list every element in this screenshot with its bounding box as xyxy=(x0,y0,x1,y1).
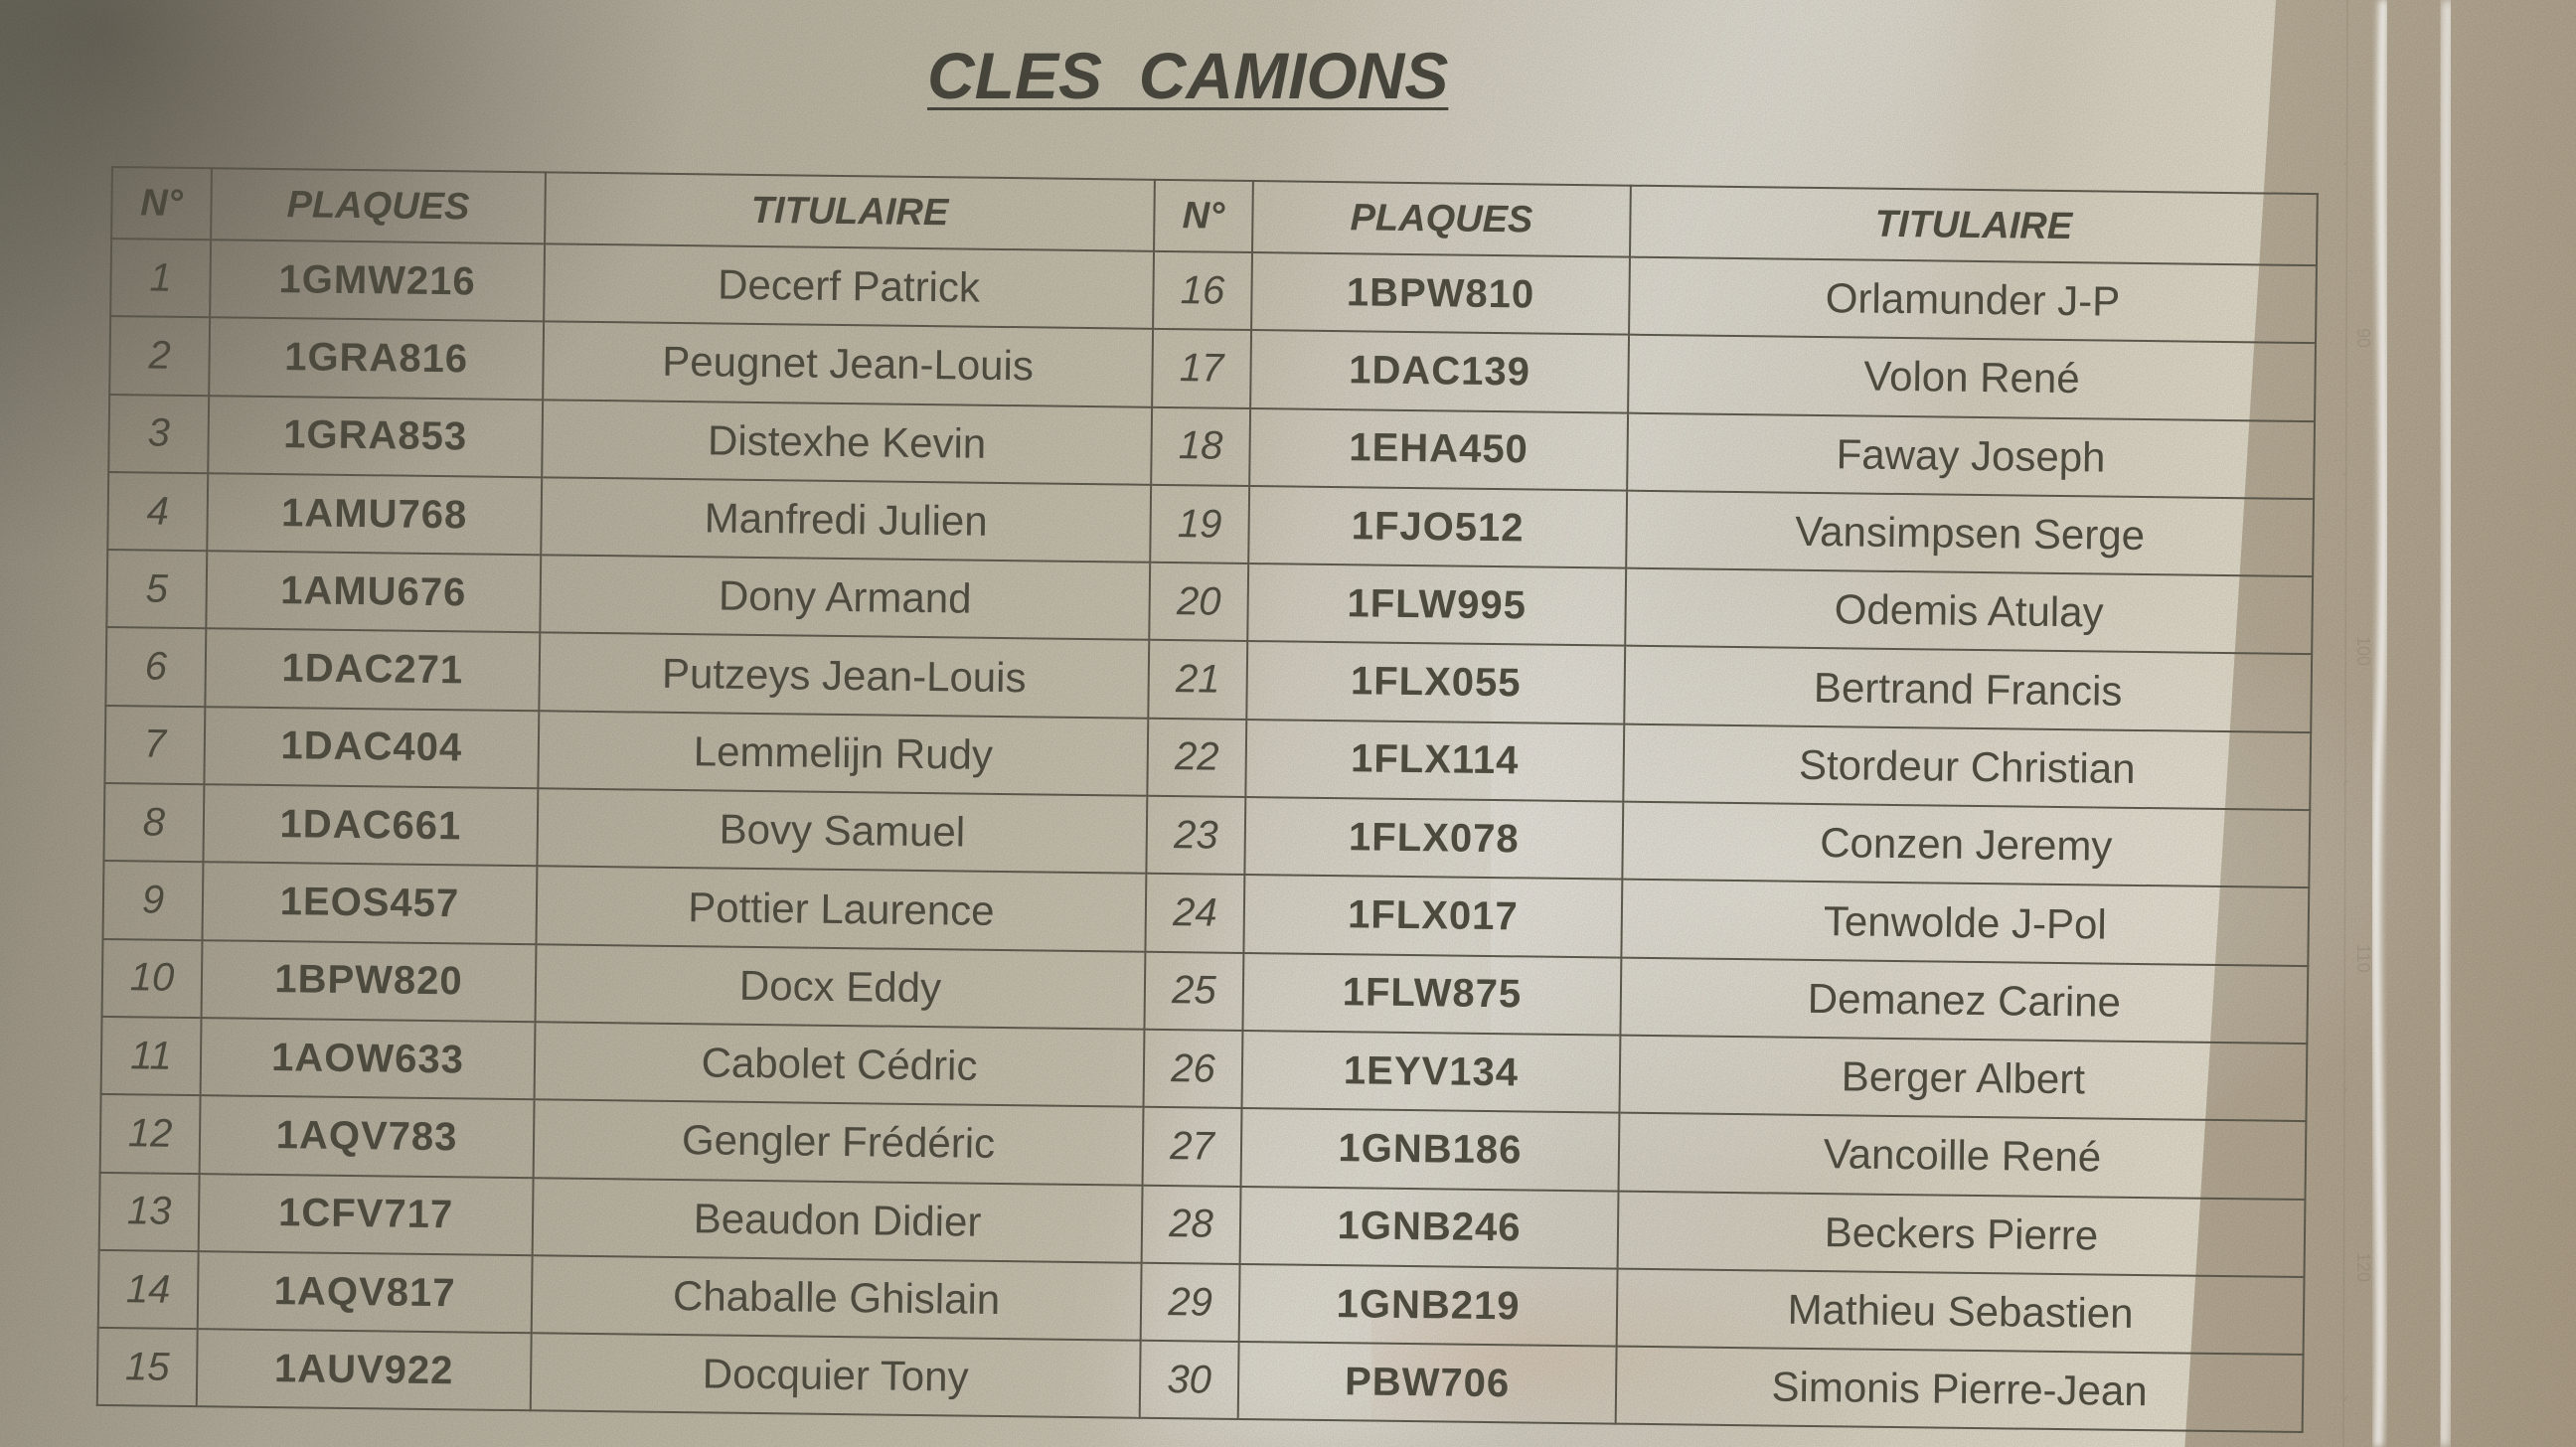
svg-text:110: 110 xyxy=(2353,944,2373,973)
svg-text:90: 90 xyxy=(2353,328,2373,348)
svg-text:120: 120 xyxy=(2353,1252,2373,1282)
svg-text:100: 100 xyxy=(2353,636,2373,666)
